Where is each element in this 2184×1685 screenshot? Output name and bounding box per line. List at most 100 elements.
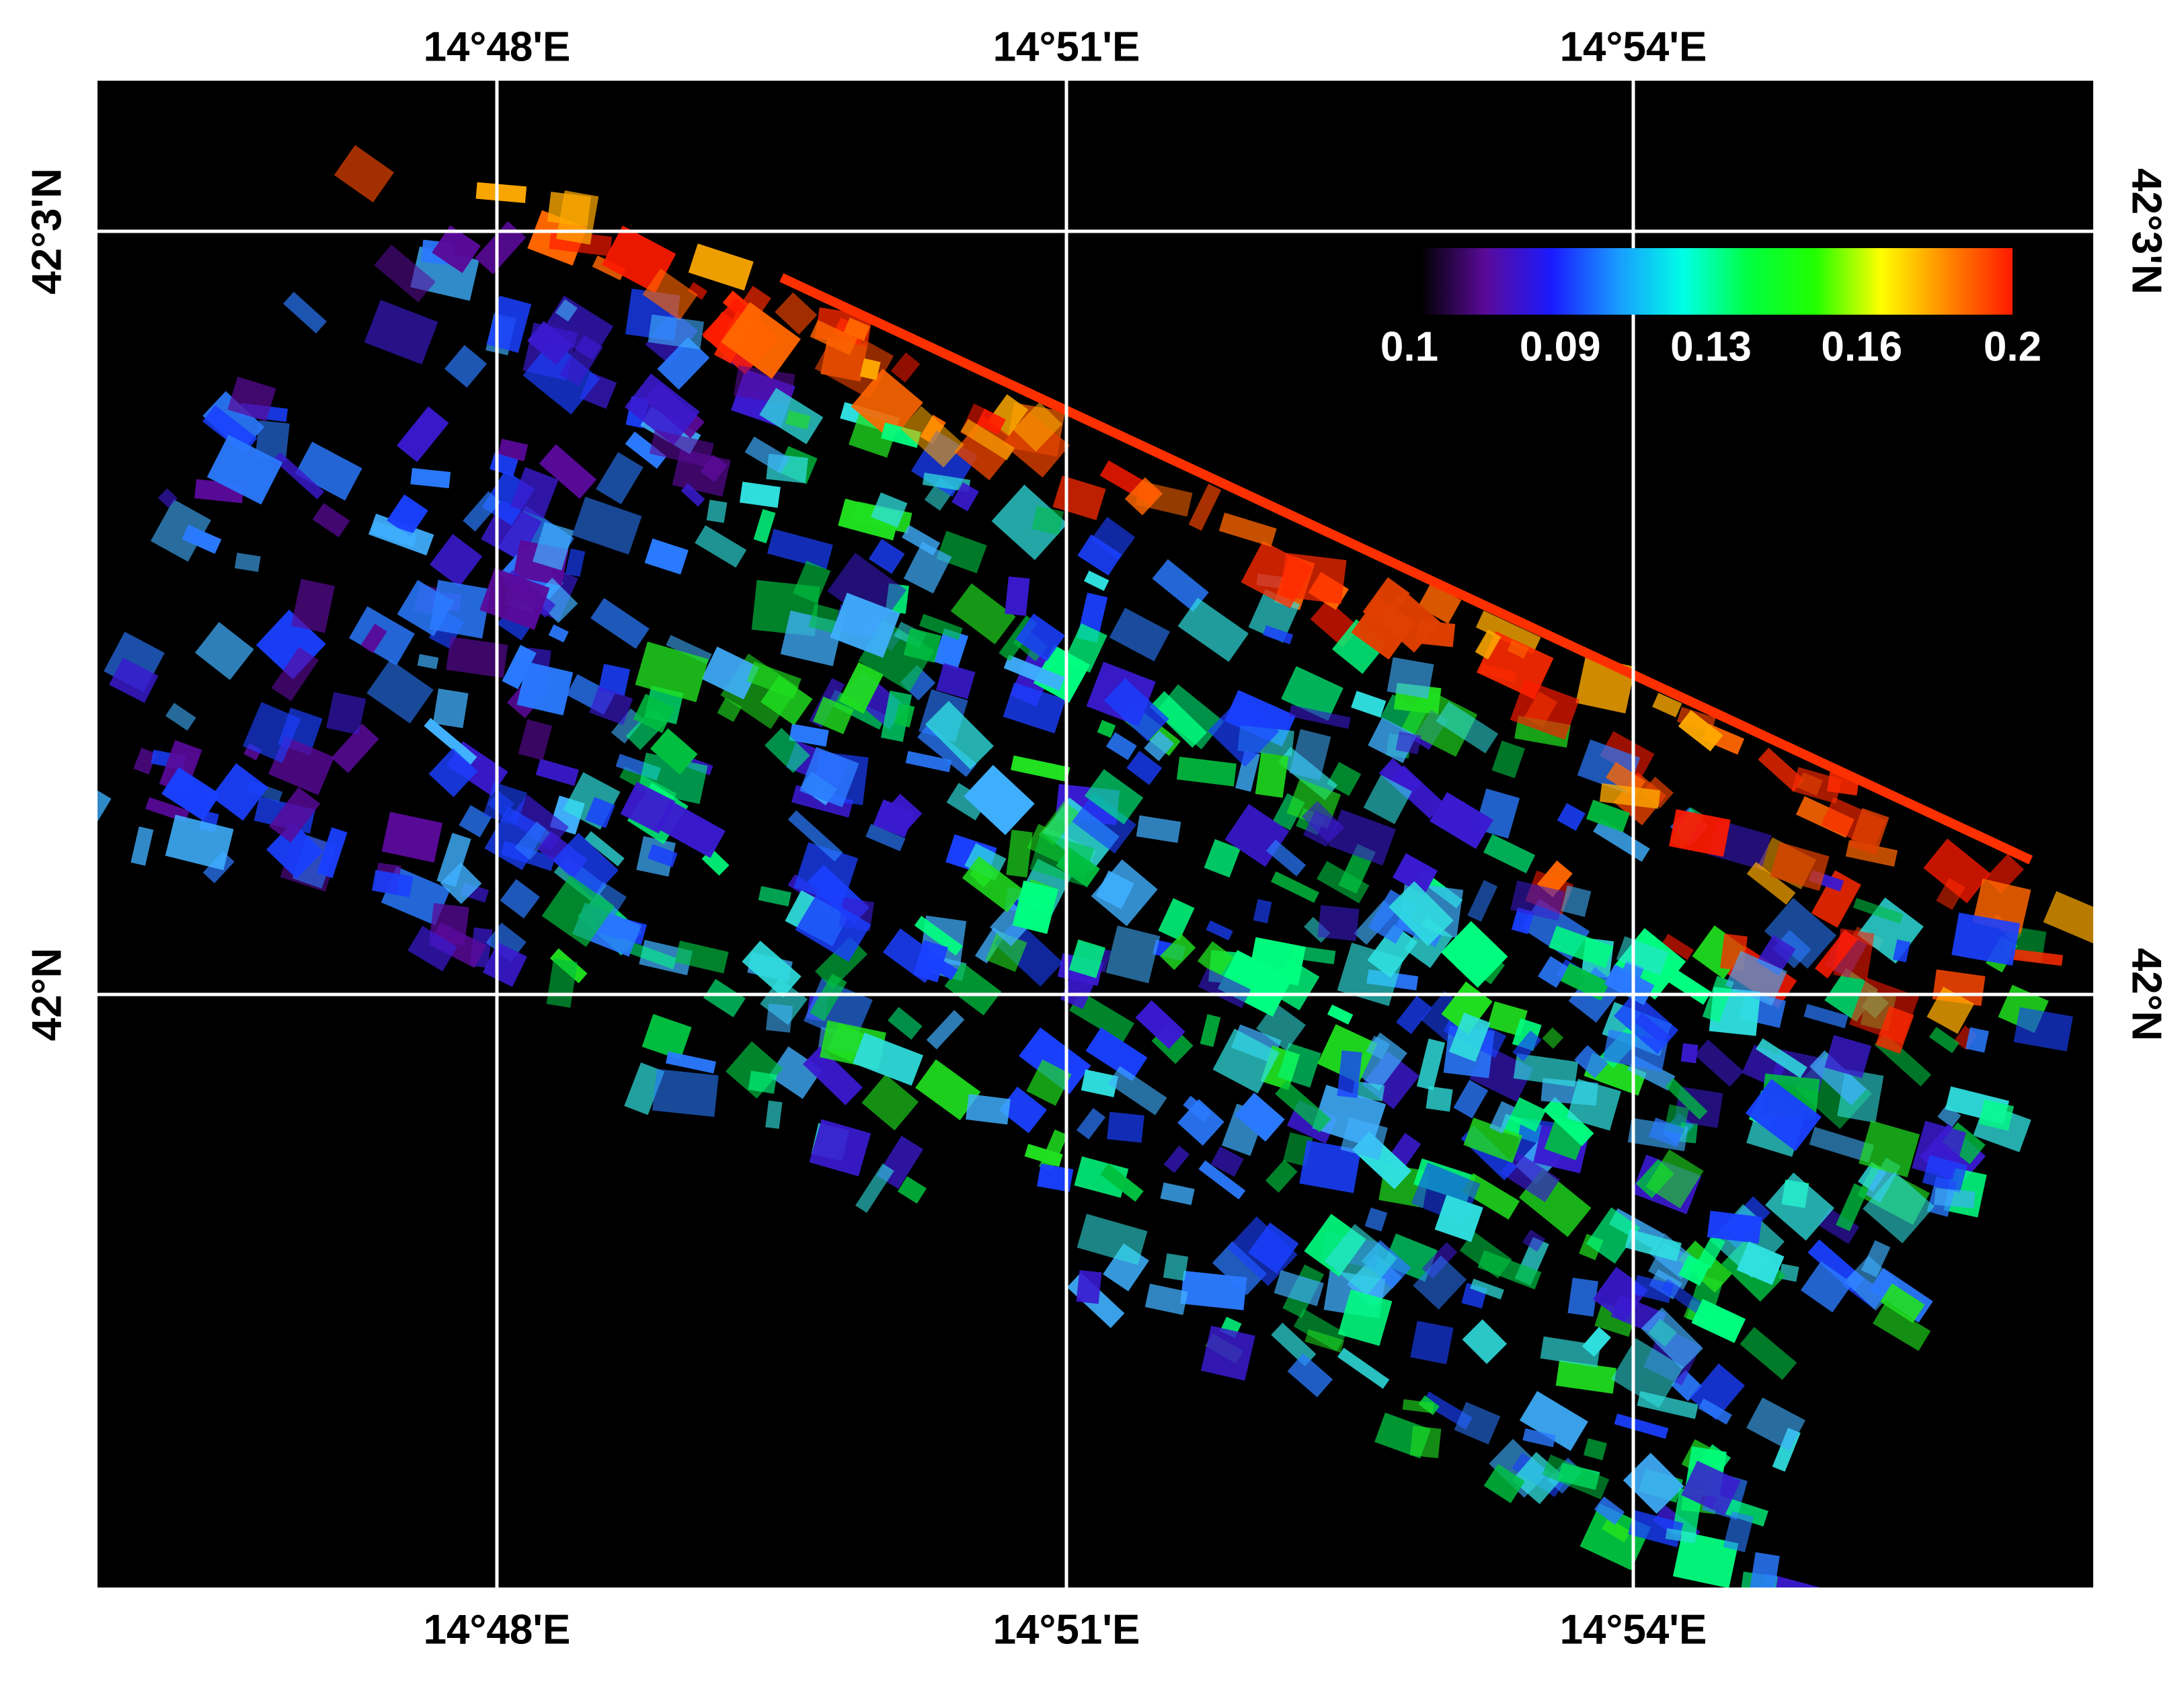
field-patch	[432, 689, 469, 728]
field-patch	[1863, 1171, 1935, 1244]
field-patch	[1641, 1307, 1703, 1370]
field-patch	[1543, 1097, 1594, 1146]
field-patch	[1978, 1099, 2015, 1131]
field-patch	[853, 1032, 924, 1086]
field-patch	[1389, 765, 1444, 819]
field-patch	[1208, 695, 1280, 767]
field-patch	[999, 1087, 1048, 1134]
field-patch	[1934, 1187, 1976, 1208]
field-patch	[748, 1070, 777, 1094]
field-patch	[1567, 1079, 1621, 1131]
field-patch	[1613, 992, 1679, 1054]
field-patch	[1218, 512, 1277, 547]
field-patch	[960, 418, 1015, 461]
field-patch	[565, 548, 586, 578]
field-patch	[1852, 898, 1904, 924]
field-patch	[1672, 1531, 1739, 1588]
field-patch	[1197, 941, 1234, 978]
field-patch	[159, 740, 202, 794]
lon-label: 14°54'E	[1560, 1606, 1707, 1653]
field-patch	[1594, 1496, 1625, 1525]
field-patch	[1274, 1269, 1325, 1306]
field-patch	[1678, 710, 1723, 752]
field-patch	[1262, 625, 1294, 645]
field-patch	[859, 358, 881, 381]
field-patch	[1416, 1038, 1446, 1091]
field-patch	[1031, 505, 1064, 535]
field-patch	[933, 628, 969, 670]
field-patch	[1084, 769, 1144, 825]
field-patch	[326, 692, 366, 735]
field-patch	[753, 509, 776, 543]
lon-label: 14°54'E	[1560, 24, 1707, 70]
field-patch	[572, 496, 642, 555]
field-patch	[1501, 1150, 1560, 1202]
field-patch	[1665, 1528, 1697, 1544]
field-patch	[1107, 1111, 1144, 1143]
field-patch	[1475, 629, 1502, 660]
field-patch	[1707, 1210, 1762, 1244]
field-patch	[1586, 1207, 1641, 1264]
field-patch	[1281, 666, 1343, 721]
field-patch	[1163, 1253, 1189, 1281]
field-patch	[1255, 752, 1289, 798]
field-patch	[1337, 1289, 1393, 1346]
field-patch	[1561, 963, 1610, 1001]
field-patch	[1327, 762, 1362, 796]
field-patch	[851, 368, 923, 441]
field-patch	[657, 337, 710, 390]
field-patch	[502, 645, 537, 690]
field-patch	[1409, 1425, 1442, 1458]
field-patch	[1248, 937, 1306, 986]
field-patch	[1561, 885, 1592, 917]
field-patch	[656, 800, 726, 858]
field-patch	[1453, 1079, 1489, 1119]
field-patch	[1694, 1039, 1744, 1087]
field-patch	[810, 973, 847, 1021]
coast-strip	[779, 273, 2033, 865]
field-patch	[1758, 747, 1805, 792]
field-patch	[717, 697, 742, 722]
field-patch	[1217, 949, 1293, 1017]
field-patch	[1152, 559, 1209, 612]
field-patch	[227, 377, 276, 422]
field-patch	[1076, 1269, 1102, 1304]
field-patch	[1158, 898, 1195, 941]
field-patch	[665, 1051, 716, 1074]
field-patch	[1951, 912, 2021, 966]
field-patch	[539, 444, 597, 500]
field-patch	[1299, 1140, 1362, 1193]
field-patch	[1068, 939, 1106, 978]
field-patch	[1241, 541, 1313, 609]
field-patch	[1611, 1338, 1684, 1409]
field-patch	[935, 663, 976, 699]
field-patch	[966, 1093, 1011, 1125]
field-patch	[1652, 693, 1682, 717]
field-patch	[1377, 590, 1441, 653]
field-patch	[802, 1046, 863, 1105]
field-patch	[1126, 750, 1163, 785]
field-patch	[1861, 1240, 1891, 1278]
field-patch	[703, 978, 746, 1017]
field-patch	[1648, 1118, 1684, 1148]
field-patch	[1177, 598, 1249, 662]
field-patch	[1770, 842, 1830, 891]
field-patch	[1337, 1050, 1362, 1098]
graticule	[98, 81, 2093, 1588]
field-patch	[157, 488, 178, 508]
field-patch	[1275, 1080, 1331, 1133]
field-patch	[765, 1100, 783, 1129]
field-patch	[890, 352, 921, 383]
field-patch	[585, 797, 615, 828]
field-patch	[444, 345, 488, 388]
field-patch	[652, 1068, 719, 1118]
field-patch	[1510, 880, 1565, 921]
field-patch	[429, 534, 483, 587]
field-patch	[789, 723, 829, 747]
field-patch	[1549, 925, 1614, 968]
field-patch	[510, 467, 559, 519]
field-patch	[1599, 783, 1661, 809]
field-patch	[1725, 951, 1787, 1007]
field-patch	[1698, 1398, 1732, 1425]
field-patch	[787, 810, 843, 862]
